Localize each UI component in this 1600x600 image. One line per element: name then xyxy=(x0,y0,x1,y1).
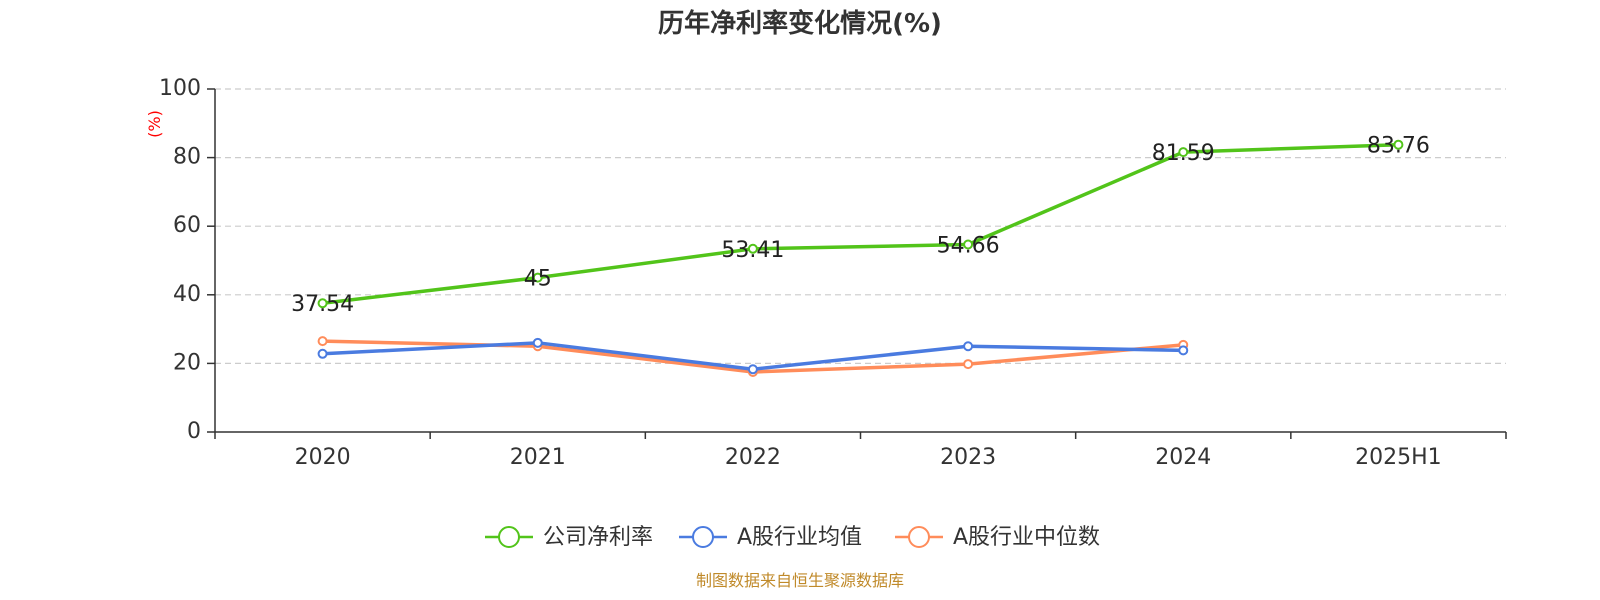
chart-title: 历年净利率变化情况(%) xyxy=(658,8,942,39)
x-tick-label: 2022 xyxy=(725,445,781,470)
data-point xyxy=(963,239,974,250)
x-tick-label: 2020 xyxy=(295,445,351,470)
y-axis-label: (%) xyxy=(145,110,164,138)
data-point xyxy=(1178,147,1189,158)
y-tick-label: 80 xyxy=(173,145,201,170)
data-label: 54.66 xyxy=(937,234,1000,259)
y-tick-label: 40 xyxy=(173,282,201,307)
axis-layer: 0 20 40 60 80 100 2020 2021 2022 2023 2024 2025H1 xyxy=(159,76,1507,470)
legend-label: A股行业均值 xyxy=(737,525,862,550)
grid-layer xyxy=(215,88,1506,364)
y-tick-label: 20 xyxy=(173,350,201,375)
legend: 公司净利率 A股行业均值 A股行业中位数 xyxy=(485,525,1100,550)
data-point xyxy=(532,337,543,348)
legend-marker xyxy=(692,526,714,548)
data-label: 53.41 xyxy=(721,238,784,263)
series-line-0 xyxy=(320,142,1401,305)
y-tick-label: 60 xyxy=(173,213,201,238)
legend-marker xyxy=(908,526,930,548)
data-point xyxy=(1178,345,1189,356)
data-point xyxy=(963,341,974,352)
legend-marker xyxy=(498,526,520,548)
data-point xyxy=(747,364,758,375)
data-point xyxy=(1393,139,1404,150)
x-tick-label: 2023 xyxy=(940,445,996,470)
y-tick-label: 100 xyxy=(159,76,201,101)
y-tick-label: 0 xyxy=(187,419,201,444)
x-tick-label: 2025H1 xyxy=(1355,445,1442,470)
data-label: 81.59 xyxy=(1152,141,1215,166)
x-tick-label: 2024 xyxy=(1155,445,1211,470)
data-point xyxy=(317,336,328,347)
data-point xyxy=(747,243,758,254)
data-point xyxy=(963,359,974,370)
source-footnote: 制图数据来自恒生聚源数据库 xyxy=(696,571,904,590)
legend-label: 公司净利率 xyxy=(543,525,653,550)
data-label: 37.54 xyxy=(291,292,354,317)
data-label: 45 xyxy=(524,267,552,292)
legend-label: A股行业中位数 xyxy=(953,525,1100,550)
series-layer xyxy=(317,139,1404,377)
data-point xyxy=(532,272,543,283)
x-tick-label: 2021 xyxy=(510,445,566,470)
data-label: 83.76 xyxy=(1367,134,1430,159)
data-label-layer: 37.54 45 53.41 54.66 81.59 83.76 xyxy=(291,134,1430,318)
data-point xyxy=(317,348,328,359)
data-point xyxy=(317,298,328,309)
